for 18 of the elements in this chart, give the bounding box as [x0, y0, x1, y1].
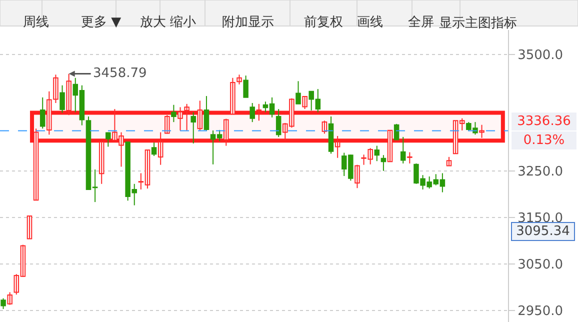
- annotation: 3458.79: [93, 66, 147, 81]
- annotation: 附加显示: [222, 15, 274, 30]
- annotation: 周线: [23, 15, 49, 30]
- annotation: 缩小: [170, 15, 196, 30]
- ref-line-label: 3336.36: [517, 114, 571, 129]
- annotation: 显示主图指标: [439, 15, 517, 31]
- y-tick-label: 2950.0: [518, 304, 564, 319]
- y-tick-label: 3500.0: [518, 48, 564, 64]
- annotation: 全屏: [408, 15, 434, 30]
- annotation: 前复权: [304, 15, 343, 30]
- annotation: 更多 ▼: [81, 15, 122, 30]
- y-tick-label: 3250.0: [518, 164, 564, 180]
- y-tick-label: 3050.0: [518, 257, 564, 272]
- annotation: 画线: [357, 15, 383, 30]
- text: 3095.34: [516, 224, 570, 239]
- y-tick-label: 3150.0: [518, 210, 564, 226]
- text: 0.13%: [523, 133, 565, 148]
- annotation: 放大: [140, 15, 166, 30]
